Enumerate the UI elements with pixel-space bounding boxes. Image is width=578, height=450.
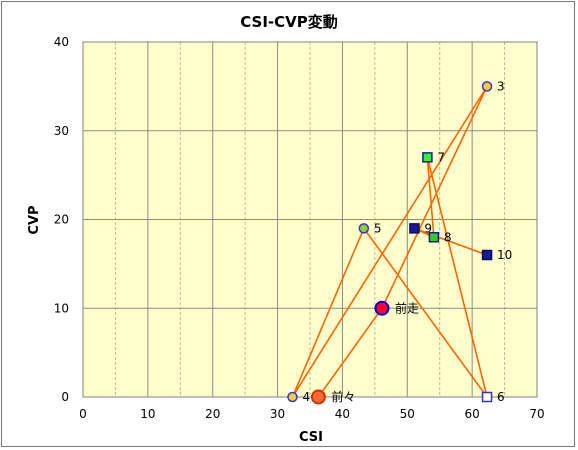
- data-label-8: 8: [444, 230, 452, 244]
- plot-border: [82, 41, 538, 398]
- y-tick-label: 10: [54, 301, 69, 315]
- series-path: [291, 85, 488, 398]
- data-label-7: 7: [437, 150, 445, 164]
- x-tick-label: 10: [140, 407, 155, 421]
- x-tick-labels: 0 10 20 30 40 50 60 70: [79, 407, 544, 421]
- data-point-9: [409, 223, 420, 234]
- data-point-6: [481, 391, 493, 403]
- chart-title: CSI-CVP変動: [240, 13, 338, 31]
- x-axis-title: CSI: [299, 430, 323, 445]
- series-line: [291, 85, 488, 398]
- y-tick-labels: 0 10 20 30 40: [54, 35, 69, 404]
- x-tick-label: 40: [335, 407, 350, 421]
- data-label-10: 10: [497, 248, 512, 262]
- x-tick-label: 0: [79, 407, 87, 421]
- data-point-5: [358, 223, 370, 234]
- x-tick-label: 60: [465, 407, 480, 421]
- data-labels: 前々 前走 3 4 5 6 7 89 10: [302, 79, 512, 404]
- data-point-前々: [310, 389, 326, 405]
- y-tick-label: 0: [61, 390, 69, 404]
- y-tick-label: 40: [54, 35, 69, 49]
- data-point-8: [428, 232, 440, 243]
- data-label-3: 3: [497, 79, 505, 93]
- data-label-前走: 前走: [395, 300, 419, 315]
- x-tick-label: 20: [205, 407, 220, 421]
- data-label-前々: 前々: [331, 389, 355, 404]
- data-label-6: 6: [497, 390, 505, 404]
- data-point-4: [287, 391, 298, 403]
- data-point-10: [481, 249, 493, 261]
- data-point-前走: [374, 300, 390, 316]
- x-tick-label: 70: [529, 407, 544, 421]
- y-axis-title: CVP: [27, 205, 42, 234]
- data-point-7: [422, 152, 433, 163]
- x-tick-label: 30: [270, 407, 285, 421]
- y-tick-label: 30: [54, 124, 69, 138]
- y-tick-label: 20: [54, 213, 69, 227]
- data-point-3: [481, 81, 493, 92]
- data-points: [287, 81, 493, 405]
- data-label-5: 5: [374, 221, 382, 235]
- data-label-4: 4: [302, 390, 310, 404]
- x-tick-label: 50: [400, 407, 415, 421]
- data-label-9: 9: [424, 221, 432, 235]
